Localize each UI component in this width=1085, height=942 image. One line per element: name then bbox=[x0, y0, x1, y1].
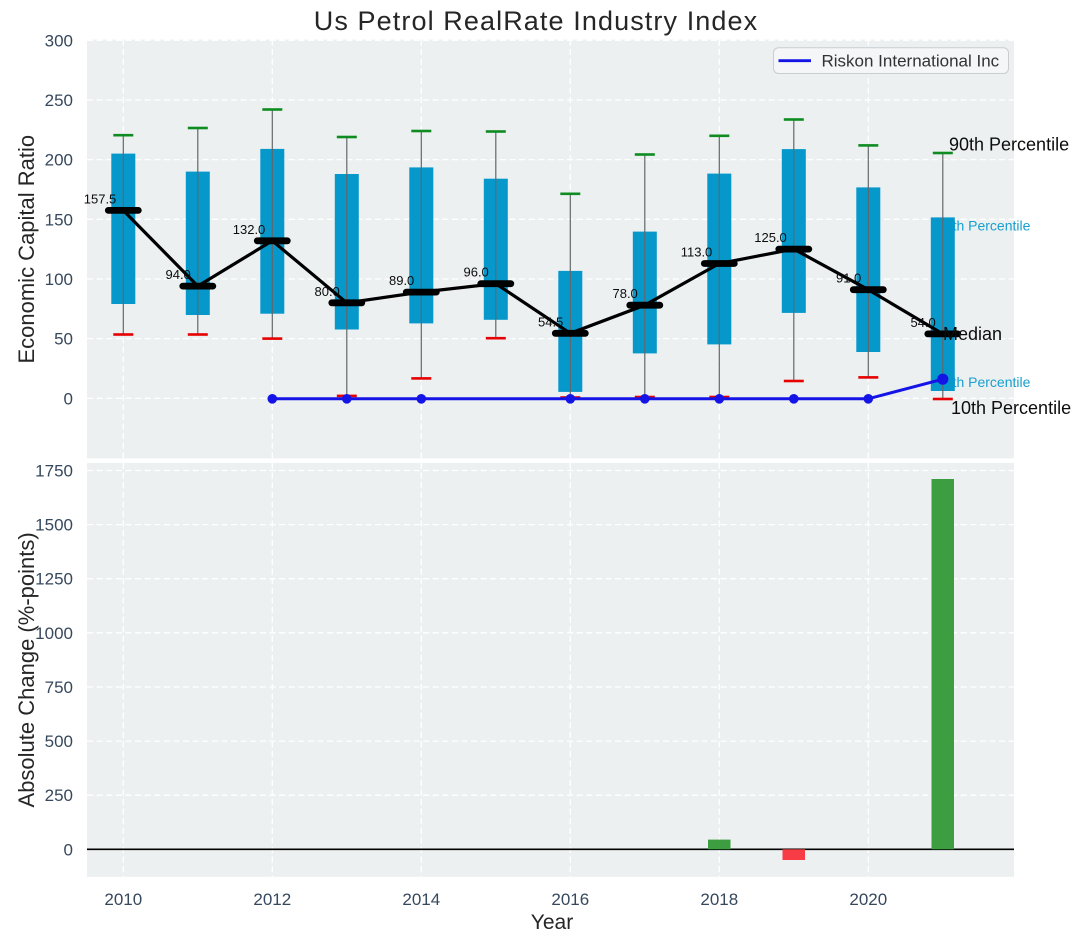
svg-text:25th Percentile: 25th Percentile bbox=[937, 374, 1031, 390]
svg-text:2010: 2010 bbox=[104, 890, 142, 909]
svg-text:Us Petrol RealRate Industry In: Us Petrol RealRate Industry Index bbox=[314, 6, 759, 36]
svg-text:10th Percentile: 10th Percentile bbox=[951, 398, 1071, 418]
svg-text:Absolute Change (%-points): Absolute Change (%-points) bbox=[14, 532, 39, 807]
svg-text:2016: 2016 bbox=[551, 890, 589, 909]
svg-text:54.5: 54.5 bbox=[538, 314, 563, 329]
svg-text:Riskon International Inc: Riskon International Inc bbox=[822, 52, 1000, 71]
svg-text:96.0: 96.0 bbox=[463, 265, 488, 280]
svg-text:0: 0 bbox=[64, 389, 73, 408]
svg-text:94.0: 94.0 bbox=[165, 267, 190, 282]
svg-text:89.0: 89.0 bbox=[389, 273, 414, 288]
svg-text:2014: 2014 bbox=[402, 890, 440, 909]
svg-text:1000: 1000 bbox=[35, 624, 73, 643]
svg-text:150: 150 bbox=[45, 210, 73, 229]
svg-text:0: 0 bbox=[64, 840, 73, 859]
svg-text:750: 750 bbox=[45, 678, 73, 697]
svg-text:125.0: 125.0 bbox=[754, 230, 787, 245]
svg-text:100: 100 bbox=[45, 270, 73, 289]
svg-text:1500: 1500 bbox=[35, 516, 73, 535]
svg-text:157.5: 157.5 bbox=[84, 191, 117, 206]
svg-text:54.0: 54.0 bbox=[910, 315, 935, 330]
svg-text:113.0: 113.0 bbox=[681, 245, 713, 260]
svg-text:90th Percentile: 90th Percentile bbox=[949, 134, 1069, 154]
svg-text:80.0: 80.0 bbox=[314, 284, 339, 299]
svg-text:91.0: 91.0 bbox=[836, 271, 861, 286]
svg-text:75th Percentile: 75th Percentile bbox=[937, 217, 1031, 233]
svg-text:78.0: 78.0 bbox=[612, 286, 637, 301]
svg-text:500: 500 bbox=[45, 732, 73, 751]
svg-text:132.0: 132.0 bbox=[233, 222, 266, 237]
svg-text:2018: 2018 bbox=[700, 890, 738, 909]
svg-text:Economic Capital Ratio: Economic Capital Ratio bbox=[14, 135, 39, 364]
svg-text:2012: 2012 bbox=[253, 890, 291, 909]
svg-text:2020: 2020 bbox=[849, 890, 887, 909]
svg-text:1750: 1750 bbox=[35, 462, 73, 481]
svg-text:300: 300 bbox=[45, 31, 73, 50]
svg-text:Median: Median bbox=[943, 324, 1002, 344]
svg-text:250: 250 bbox=[45, 786, 73, 805]
svg-text:200: 200 bbox=[45, 151, 73, 170]
svg-text:1250: 1250 bbox=[35, 570, 73, 589]
svg-text:Year: Year bbox=[531, 911, 573, 934]
svg-text:50: 50 bbox=[54, 330, 73, 349]
svg-text:250: 250 bbox=[45, 91, 73, 110]
